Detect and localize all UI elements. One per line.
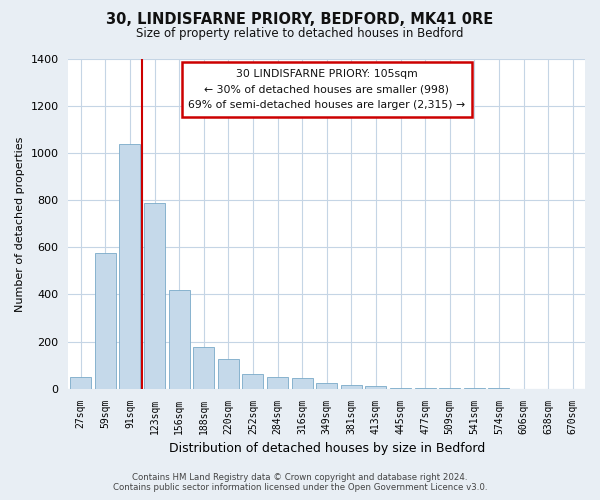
Bar: [70, 377, 91, 388]
Bar: [95, 254, 116, 388]
Bar: [341, 385, 362, 388]
Bar: [218, 360, 239, 388]
Text: Contains HM Land Registry data © Crown copyright and database right 2024.
Contai: Contains HM Land Registry data © Crown c…: [113, 473, 487, 492]
Bar: [144, 202, 165, 388]
Bar: [267, 377, 288, 388]
Bar: [242, 374, 263, 388]
Text: 30 LINDISFARNE PRIORY: 105sqm
← 30% of detached houses are smaller (998)
69% of : 30 LINDISFARNE PRIORY: 105sqm ← 30% of d…: [188, 69, 465, 110]
Text: 30, LINDISFARNE PRIORY, BEDFORD, MK41 0RE: 30, LINDISFARNE PRIORY, BEDFORD, MK41 0R…: [106, 12, 494, 28]
Text: Size of property relative to detached houses in Bedford: Size of property relative to detached ho…: [136, 28, 464, 40]
Bar: [169, 290, 190, 388]
Bar: [365, 386, 386, 388]
Bar: [119, 144, 140, 388]
X-axis label: Distribution of detached houses by size in Bedford: Distribution of detached houses by size …: [169, 442, 485, 455]
Bar: [292, 378, 313, 388]
Bar: [193, 347, 214, 389]
Bar: [316, 383, 337, 388]
Y-axis label: Number of detached properties: Number of detached properties: [15, 136, 25, 312]
